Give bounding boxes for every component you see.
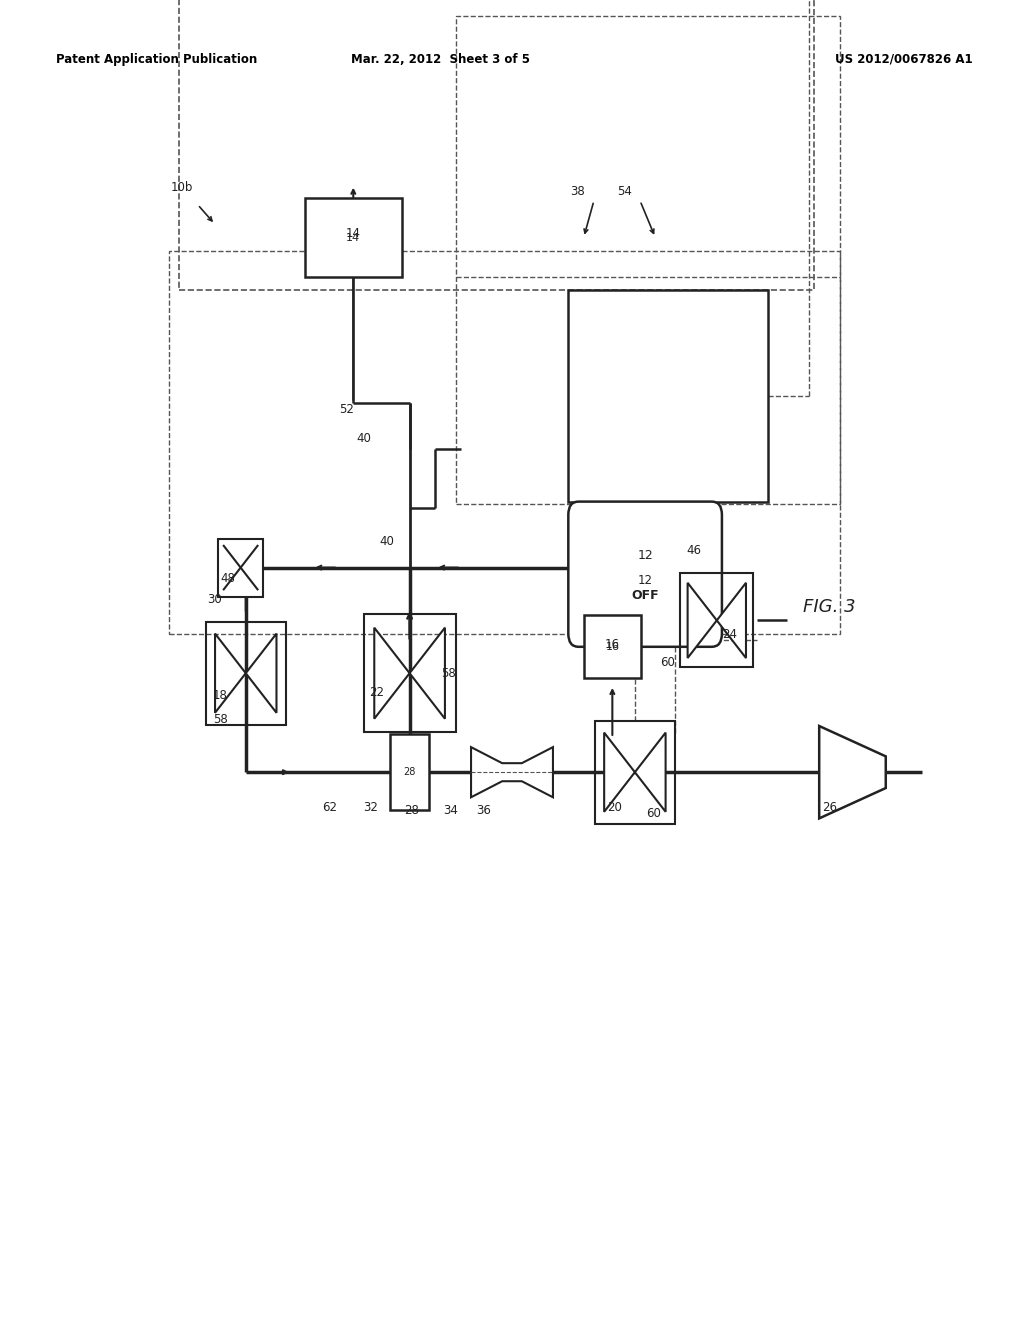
Text: 32: 32 <box>364 801 378 814</box>
Text: 20: 20 <box>607 801 622 814</box>
Text: 16: 16 <box>605 642 620 652</box>
Text: FIG. 3: FIG. 3 <box>803 598 856 616</box>
Polygon shape <box>819 726 886 818</box>
Bar <box>179 0 814 290</box>
Polygon shape <box>375 628 410 718</box>
Bar <box>169 251 840 634</box>
Text: 14: 14 <box>346 232 360 243</box>
Text: 24: 24 <box>723 628 737 642</box>
Text: 22: 22 <box>370 686 384 700</box>
Bar <box>568 290 768 502</box>
Polygon shape <box>410 628 444 718</box>
Bar <box>218 539 263 597</box>
Text: 36: 36 <box>476 804 490 817</box>
Text: 14: 14 <box>346 227 360 240</box>
Text: OFF: OFF <box>632 589 658 602</box>
Bar <box>456 16 840 504</box>
Text: 60: 60 <box>660 656 675 669</box>
Text: 10b: 10b <box>171 181 194 194</box>
Polygon shape <box>471 747 553 797</box>
Bar <box>595 721 675 824</box>
Bar <box>206 622 286 725</box>
Text: 40: 40 <box>356 432 371 445</box>
Text: 52: 52 <box>339 403 353 416</box>
Text: 54: 54 <box>617 185 632 198</box>
Text: 34: 34 <box>443 804 458 817</box>
Text: 46: 46 <box>687 544 701 557</box>
Text: 18: 18 <box>213 689 227 702</box>
Polygon shape <box>246 634 276 713</box>
Text: 62: 62 <box>323 801 337 814</box>
Polygon shape <box>717 583 745 657</box>
Text: 12: 12 <box>637 549 653 562</box>
Bar <box>584 615 641 678</box>
Text: 48: 48 <box>220 572 234 585</box>
Bar <box>364 614 456 733</box>
Polygon shape <box>604 733 635 812</box>
Text: 30: 30 <box>208 593 222 606</box>
Text: 38: 38 <box>570 185 585 198</box>
Text: 60: 60 <box>646 807 660 820</box>
Text: 58: 58 <box>441 667 456 680</box>
Text: 26: 26 <box>822 801 837 814</box>
FancyBboxPatch shape <box>568 502 722 647</box>
Bar <box>305 198 401 277</box>
Text: 40: 40 <box>380 535 394 548</box>
Text: US 2012/0067826 A1: US 2012/0067826 A1 <box>836 53 973 66</box>
Text: 28: 28 <box>404 804 419 817</box>
Polygon shape <box>635 733 666 812</box>
Polygon shape <box>215 634 246 713</box>
Text: Patent Application Publication: Patent Application Publication <box>56 53 258 66</box>
Text: 16: 16 <box>605 638 620 651</box>
Text: 12: 12 <box>638 574 652 587</box>
Text: 28: 28 <box>403 767 416 777</box>
Text: Mar. 22, 2012  Sheet 3 of 5: Mar. 22, 2012 Sheet 3 of 5 <box>351 53 529 66</box>
Bar <box>390 734 429 810</box>
Polygon shape <box>688 583 717 657</box>
Text: 58: 58 <box>213 713 227 726</box>
Bar <box>680 573 754 668</box>
